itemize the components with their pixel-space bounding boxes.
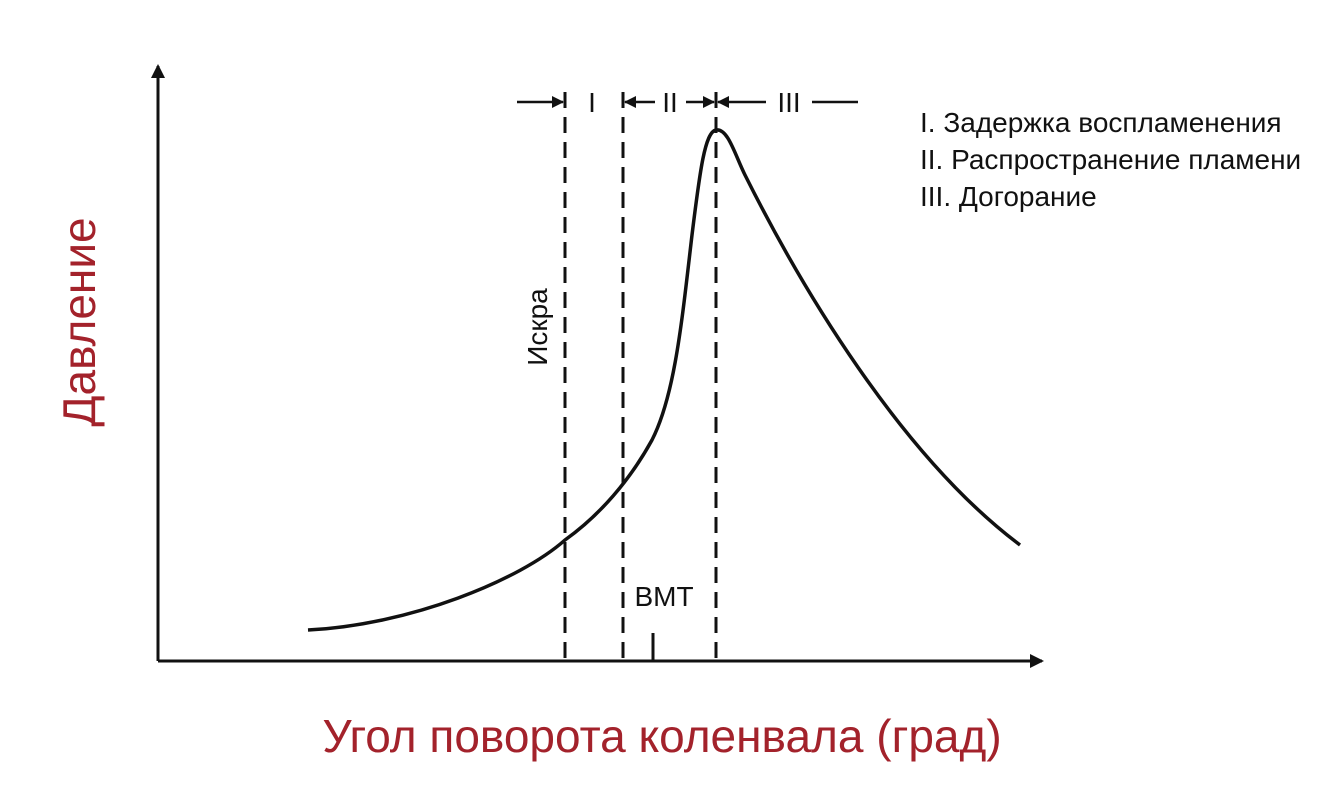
legend-item-3: III. Догорание	[920, 181, 1097, 212]
y-axis-title: Давление	[53, 217, 105, 426]
tdc-label: ВМТ	[634, 581, 693, 612]
legend-item-2: II. Распространение пламени	[920, 144, 1301, 175]
phase3-label: III	[777, 87, 800, 118]
phase1-label: I	[588, 87, 596, 118]
x-axis-title: Угол поворота коленвала (град)	[322, 710, 1001, 762]
pressure-curve	[307, 128, 1022, 632]
legend-item-1: I. Задержка воспламенения	[920, 107, 1282, 138]
spark-label: Искра	[522, 288, 553, 366]
phase2-label: II	[662, 87, 678, 118]
